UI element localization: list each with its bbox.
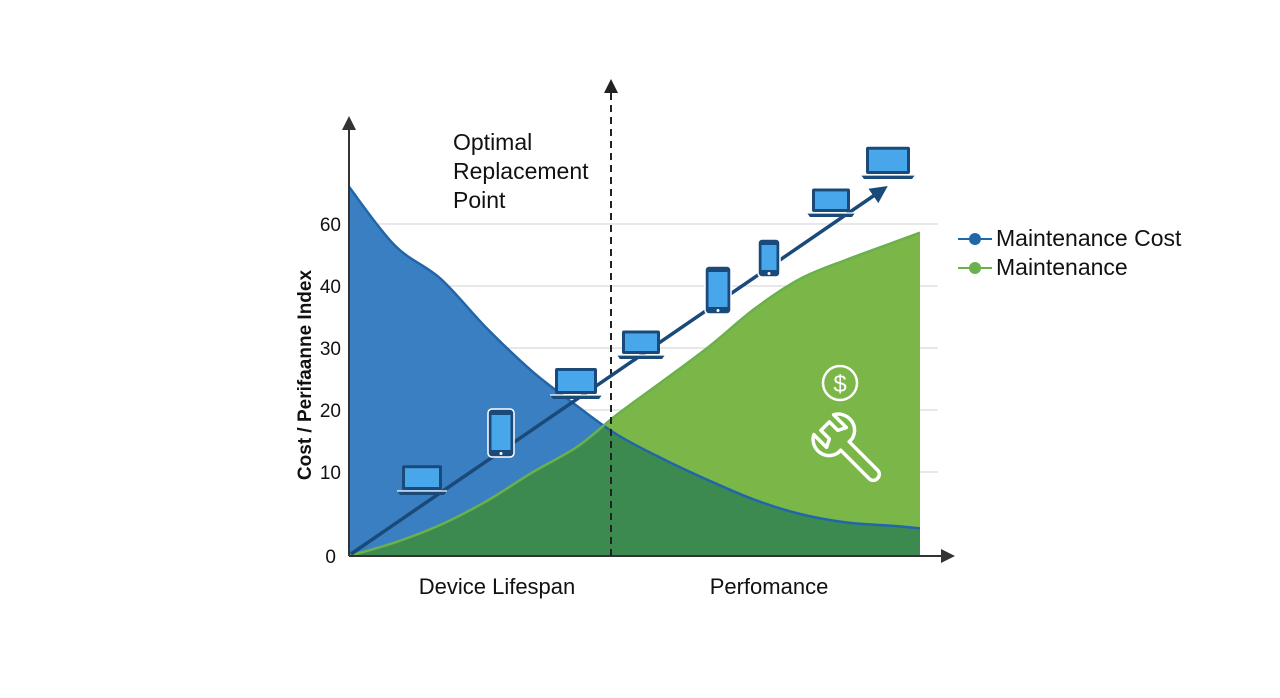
x-axis-arrow	[941, 549, 955, 563]
annotation-line-3: Point	[453, 187, 506, 213]
y-tick-label: 0	[325, 547, 336, 568]
x-label-device-lifespan: Device Lifespan	[419, 574, 576, 599]
legend-item-maintenance: Maintenance	[958, 253, 1181, 282]
maintenance-area	[349, 232, 920, 556]
y-tick-label: 30	[320, 339, 341, 360]
phone-icon	[704, 265, 732, 315]
dollar-icon: $	[821, 364, 859, 402]
y-tick-label: 40	[320, 277, 341, 298]
laptop-icon	[807, 188, 855, 217]
legend-label-maintenance: Maintenance	[996, 254, 1128, 280]
legend-label-maintenance-cost: Maintenance Cost	[996, 225, 1182, 251]
maintenance-cost-area	[349, 186, 920, 557]
y-tick-label: 10	[320, 463, 341, 484]
device-icons	[397, 146, 915, 495]
annotation-line-1: Optimal	[453, 129, 532, 155]
maintenance-line	[348, 231, 921, 558]
laptop-icon	[397, 465, 447, 495]
replacement-divider-arrow	[604, 79, 618, 93]
laptop-icon	[550, 367, 602, 399]
phone-icon	[757, 238, 781, 278]
maintenance-cost-line	[348, 186, 921, 530]
legend: Maintenance Cost Maintenance	[958, 224, 1181, 282]
y-tick-label: 60	[320, 215, 341, 236]
legend-swatch-green	[958, 261, 992, 275]
dollar-symbol: $	[833, 371, 846, 398]
y-axis-label: Cost / Perifaanne Index	[295, 270, 316, 481]
annotation-line-2: Replacement	[453, 158, 589, 184]
laptop-icon	[861, 146, 915, 179]
y-axis-arrow	[342, 116, 356, 130]
x-label-performance: Perfomance	[710, 574, 829, 599]
legend-item-maintenance-cost: Maintenance Cost	[958, 224, 1181, 253]
laptop-icon	[617, 330, 665, 359]
y-tick-label: 20	[320, 401, 341, 422]
phone-icon	[487, 408, 515, 458]
wrench-icon	[811, 412, 882, 483]
legend-swatch-blue	[958, 232, 992, 246]
y-tick-labels: 0 10 20 30 40 60	[320, 215, 341, 568]
